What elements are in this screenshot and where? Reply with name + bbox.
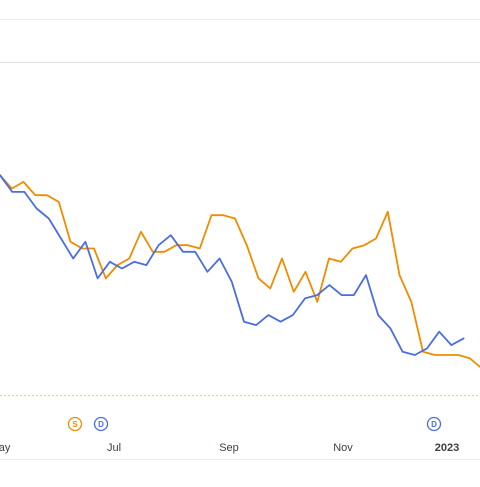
marker-circle — [67, 416, 83, 432]
marker-circle — [93, 416, 109, 432]
marker-letter: D — [98, 420, 104, 429]
event-marker-s[interactable]: S — [67, 416, 83, 432]
x-tick-label: Nov — [333, 442, 353, 454]
series-line-2 — [0, 174, 465, 356]
event-marker-d[interactable]: D — [93, 416, 109, 432]
marker-letter: S — [72, 420, 78, 429]
x-axis-ticks: May Jul Sep Nov 2023 — [0, 442, 459, 454]
event-marker-d[interactable]: D — [426, 416, 442, 432]
series-lines — [0, 174, 480, 369]
x-tick-label: May — [0, 442, 11, 454]
x-tick-label: Jul — [107, 442, 121, 454]
marker-letter: D — [431, 420, 437, 429]
x-tick-label: Sep — [219, 442, 239, 454]
series-line-1 — [0, 174, 480, 369]
x-tick-label: 2023 — [435, 442, 459, 454]
marker-circle — [426, 416, 442, 432]
gridlines — [0, 19, 480, 460]
